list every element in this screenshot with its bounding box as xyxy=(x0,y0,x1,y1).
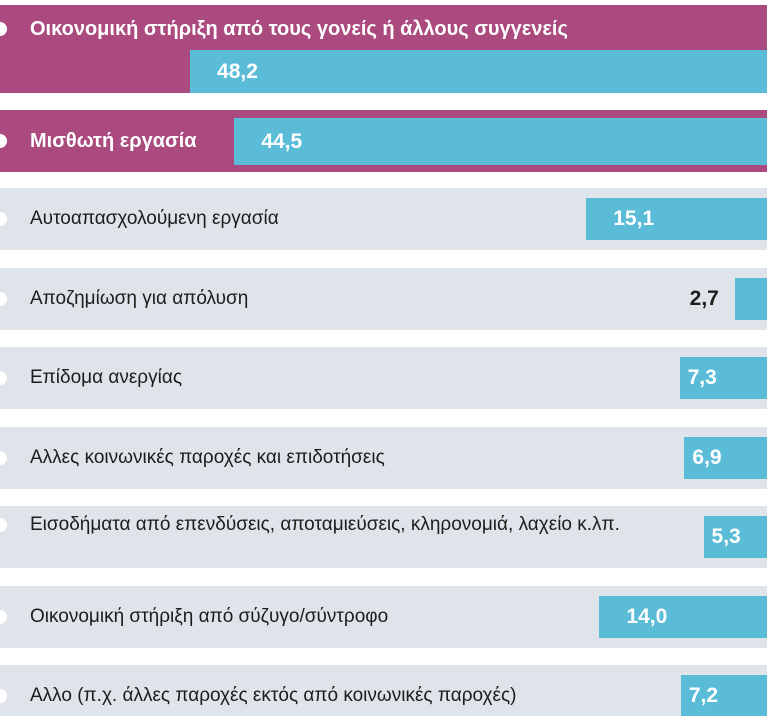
category-label: Αποζημίωση για απόλυση xyxy=(30,288,249,309)
category-label: Οικονομική στήριξη από τους γονείς ή άλλ… xyxy=(30,18,568,40)
row: Αλλο (π.χ. άλλες παροχές εκτός από κοινω… xyxy=(0,665,767,716)
bar xyxy=(680,675,767,716)
value-label: 7,3 xyxy=(687,366,717,389)
category-label: Αλλο (π.χ. άλλες παροχές εκτός από κοινω… xyxy=(30,685,517,706)
row: Μισθωτή εργασία 44,5 xyxy=(0,110,767,172)
row: Αποζημίωση για απόλυση 2,7 xyxy=(0,268,767,330)
row: Αλλες κοινωνικές παροχές και επιδοτήσεις… xyxy=(0,427,767,489)
category-label: Οικονομική στήριξη από σύζυγο/σύντροφο xyxy=(30,606,389,627)
row: Οικονομική στήριξη από τους γονείς ή άλλ… xyxy=(0,5,767,93)
category-label: Μισθωτή εργασία xyxy=(30,130,197,152)
bullet xyxy=(0,212,7,226)
bar xyxy=(599,596,767,638)
bar xyxy=(703,516,767,558)
bar xyxy=(190,50,767,93)
bar xyxy=(734,278,767,320)
category-label: Επίδομα ανεργίας xyxy=(30,367,182,388)
row: Εισοδήματα από επενδύσεις, αποταμιεύσεις… xyxy=(0,506,767,568)
value-label: 44,5 xyxy=(261,129,303,153)
category-label: Αλλες κοινωνικές παροχές και επιδοτήσεις xyxy=(30,447,385,468)
value-label: 2,7 xyxy=(689,287,719,310)
row: Επίδομα ανεργίας 7,3 xyxy=(0,347,767,409)
bullet xyxy=(0,292,7,306)
bullet xyxy=(0,518,7,532)
value-label: 14,0 xyxy=(626,605,668,628)
bullet xyxy=(0,689,7,703)
value-label: 6,9 xyxy=(692,446,722,469)
category-label: Αυτοαπασχολούμενη εργασία xyxy=(30,208,279,229)
bar xyxy=(679,357,767,399)
bullet xyxy=(0,610,7,624)
bar xyxy=(234,118,767,165)
bullet xyxy=(0,134,7,148)
value-label: 5,3 xyxy=(711,525,741,548)
bullet xyxy=(0,451,7,465)
category-label: Εισοδήματα από επενδύσεις, αποταμιεύσεις… xyxy=(30,514,620,535)
bullet xyxy=(0,371,7,385)
value-label: 15,1 xyxy=(613,207,655,230)
bar xyxy=(586,198,767,240)
value-label: 48,2 xyxy=(217,59,258,83)
row: Οικονομική στήριξη από σύζυγο/σύντροφο 14… xyxy=(0,586,767,648)
row: Αυτοαπασχολούμενη εργασία 15,1 xyxy=(0,188,767,250)
bar xyxy=(684,437,767,479)
bullet xyxy=(0,22,7,36)
value-label: 7,2 xyxy=(688,684,719,707)
